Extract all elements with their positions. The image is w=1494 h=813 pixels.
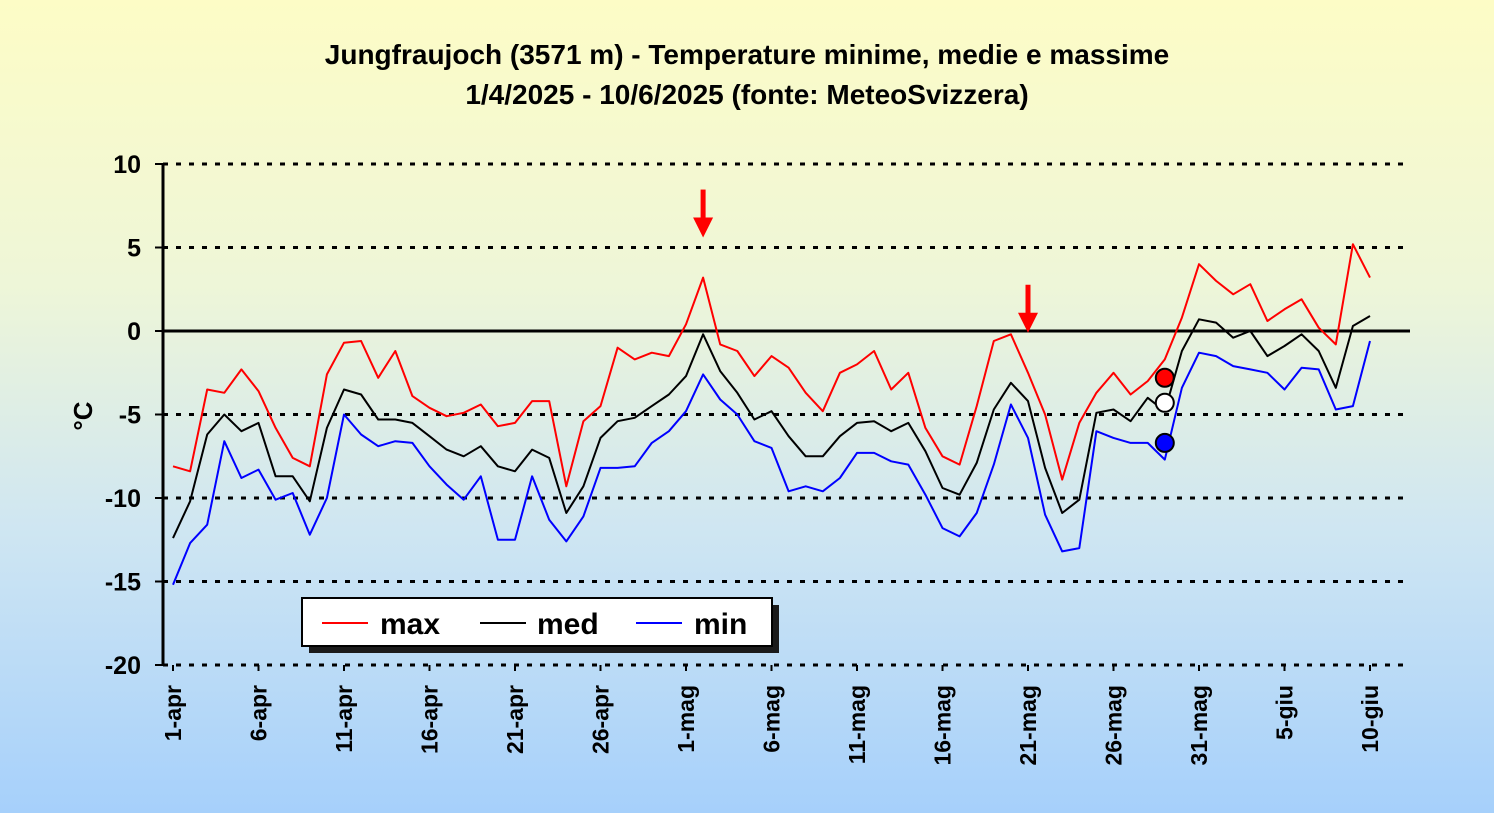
- arrow-head: [1018, 312, 1038, 333]
- x-tick-label: 21-apr: [502, 685, 528, 754]
- y-tick-label: -5: [119, 402, 141, 430]
- x-tick-label: 1-apr: [160, 685, 186, 741]
- marker-med: [1154, 392, 1175, 413]
- y-axis-label: °C: [68, 401, 98, 430]
- x-tick-label: 6-mag: [759, 685, 785, 753]
- legend: max med min: [301, 597, 779, 653]
- series-line-min: [172, 340, 1371, 586]
- legend-box: [301, 597, 773, 647]
- x-tick-label: 6-apr: [246, 685, 272, 741]
- highlight-markers: [1154, 367, 1175, 453]
- y-tick-label: -10: [105, 485, 141, 513]
- down-arrow-icon: [693, 189, 714, 238]
- y-tick-label: -20: [105, 652, 141, 680]
- axes: [155, 163, 1410, 671]
- x-tick-label: 11-mag: [844, 685, 870, 764]
- legend-label-med: med: [537, 608, 599, 641]
- x-tick-label: 11-apr: [331, 685, 357, 753]
- x-tick-label: 10-giu: [1357, 685, 1383, 753]
- chart-title: Jungfraujoch (3571 m) - Temperature mini…: [325, 39, 1169, 70]
- y-tick-label: 0: [127, 318, 141, 346]
- x-tick-label: 5-giu: [1272, 685, 1298, 740]
- marker-max: [1154, 367, 1175, 388]
- x-tick-label: 21-mag: [1015, 685, 1041, 766]
- series-line-max: [172, 243, 1371, 488]
- chart-subtitle: 1/4/2025 - 10/6/2025 (fonte: MeteoSvizze…: [465, 79, 1028, 110]
- x-tick-label: 1-mag: [673, 685, 699, 753]
- y-tick-label: 10: [113, 151, 141, 179]
- annotation-arrows: [693, 189, 1038, 333]
- x-tick-label: 31-mag: [1186, 685, 1212, 766]
- series-line-med: [172, 315, 1371, 539]
- arrow-shaft: [700, 189, 706, 222]
- x-tick-label: 26-apr: [588, 685, 614, 754]
- x-tick-labels: 1-apr 6-apr 11-apr 16-apr 21-apr 26-apr 1-mag 6…: [160, 685, 1383, 766]
- x-tick-label: 16-mag: [930, 685, 956, 766]
- arrow-shaft: [1025, 284, 1031, 317]
- y-tick-label: 5: [127, 235, 141, 263]
- legend-label-max: max: [380, 608, 440, 641]
- y-tick-labels: 10 5 0 -5 -10 -15 -20: [105, 151, 141, 680]
- x-tick-label: 26-mag: [1101, 685, 1127, 766]
- legend-label-min: min: [694, 608, 747, 641]
- arrow-head: [693, 217, 714, 238]
- gridlines: [163, 162, 1410, 667]
- down-arrow-icon: [1018, 284, 1038, 333]
- x-tick-label: 16-apr: [417, 685, 443, 754]
- marker-min: [1154, 432, 1175, 453]
- y-tick-label: -15: [105, 569, 141, 597]
